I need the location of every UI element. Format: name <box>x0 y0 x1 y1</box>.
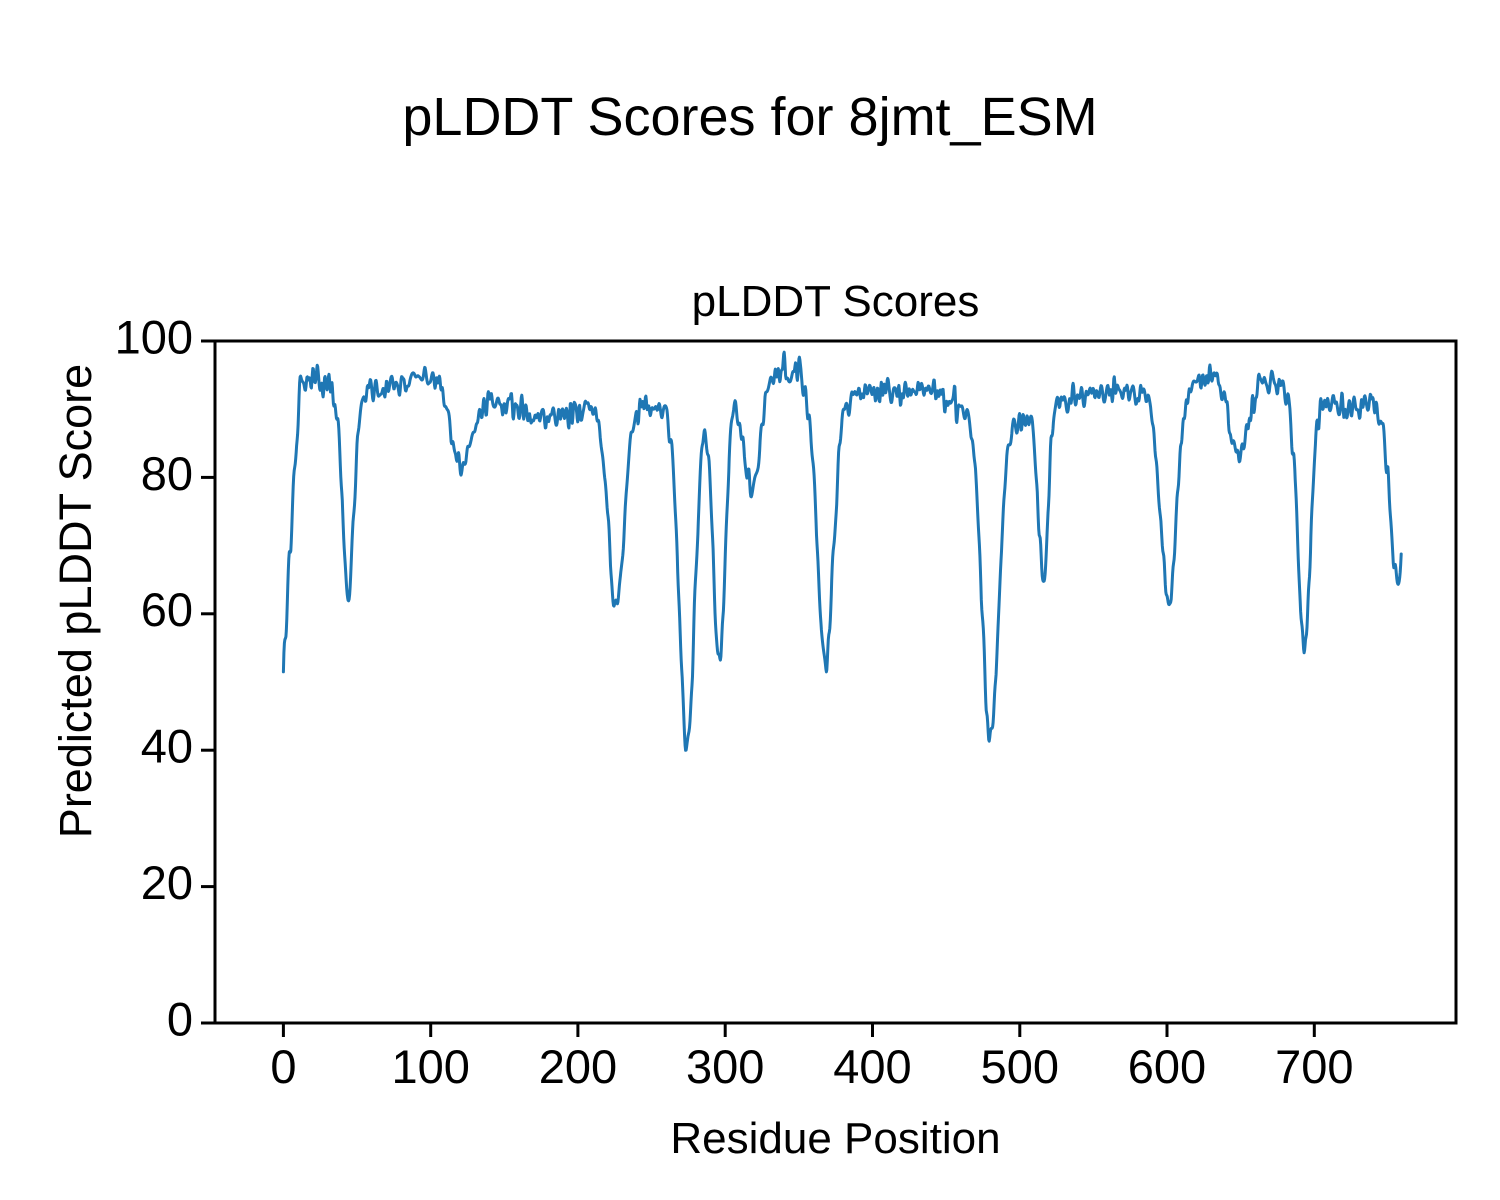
svg-text:200: 200 <box>539 1040 617 1093</box>
svg-text:600: 600 <box>1128 1040 1206 1093</box>
svg-text:40: 40 <box>141 720 193 773</box>
svg-text:400: 400 <box>833 1040 911 1093</box>
svg-text:300: 300 <box>686 1040 764 1093</box>
svg-text:700: 700 <box>1275 1040 1353 1093</box>
svg-text:60: 60 <box>141 583 193 636</box>
svg-text:0: 0 <box>167 992 193 1045</box>
svg-text:80: 80 <box>141 447 193 500</box>
svg-text:20: 20 <box>141 856 193 909</box>
svg-text:0: 0 <box>270 1040 296 1093</box>
svg-text:500: 500 <box>981 1040 1059 1093</box>
svg-text:100: 100 <box>391 1040 469 1093</box>
svg-text:100: 100 <box>115 310 193 363</box>
